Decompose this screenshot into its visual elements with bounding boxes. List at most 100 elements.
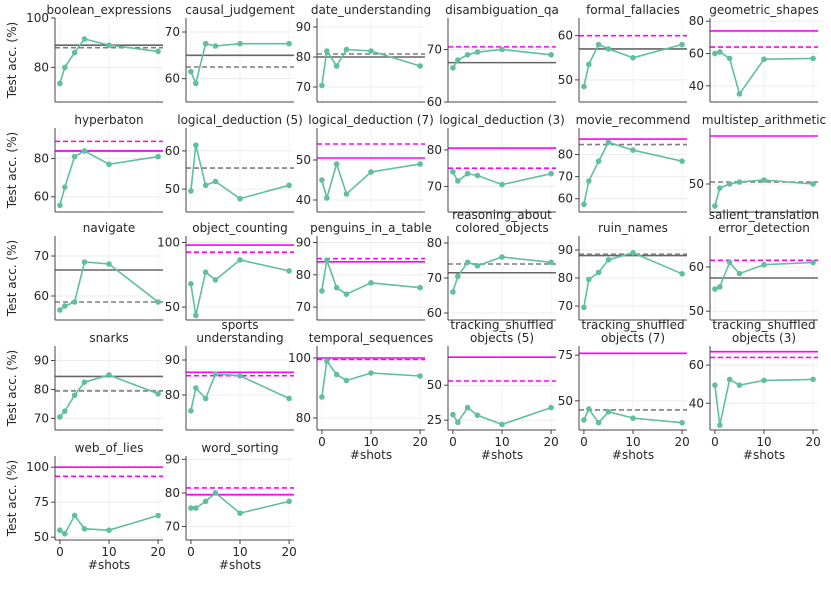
subplot-title-line: boolean_expressions <box>47 3 172 17</box>
data-point <box>155 299 161 305</box>
data-point <box>202 269 209 275</box>
data-point <box>81 259 88 265</box>
y-axis-label: Test acc. (%) <box>5 350 19 427</box>
data-point <box>319 394 325 400</box>
series-line <box>583 43 683 87</box>
data-point <box>71 153 78 160</box>
data-point <box>188 407 194 414</box>
data-point <box>368 370 374 376</box>
x-tick-label: 20 <box>805 435 820 449</box>
data-point <box>57 527 63 533</box>
data-point <box>548 51 554 58</box>
subplot: logical_deduction (7) 40 50 <box>296 113 434 213</box>
data-point <box>212 178 219 185</box>
data-point <box>548 259 554 266</box>
subplot-title-line: tracking_shuffled <box>581 318 684 332</box>
data-point <box>712 286 718 292</box>
data-point <box>62 530 68 537</box>
data-point <box>319 288 325 294</box>
data-point <box>57 202 63 209</box>
data-point <box>188 505 194 511</box>
y-tick-label: 50 <box>558 394 573 408</box>
data-point <box>736 270 743 277</box>
data-point <box>324 195 330 201</box>
y-tick-label: 50 <box>296 153 311 167</box>
data-point <box>333 284 340 291</box>
subplot-title-line: word_sorting <box>201 441 278 455</box>
data-point <box>450 169 456 175</box>
x-tick-label: 10 <box>756 435 771 449</box>
subplot-title: causal_judgement <box>185 3 295 17</box>
data-point <box>605 139 612 146</box>
data-point <box>193 312 199 319</box>
data-point <box>595 269 602 276</box>
data-point <box>474 49 481 55</box>
subplot-title: hyperbaton <box>74 113 143 127</box>
x-tick-label: 0 <box>449 435 457 449</box>
data-point <box>761 56 767 62</box>
data-point <box>417 373 423 379</box>
data-point <box>499 254 505 260</box>
y-tick-label: 60 <box>427 306 442 320</box>
subplot: temporal_sequences 80 100 0 10 20 #shots <box>288 331 433 462</box>
subplot-title-line: reasoning_about <box>452 208 552 222</box>
y-tick-label: 70 <box>427 271 442 285</box>
subplot-title-line: salient_translation <box>709 208 820 222</box>
y-tick-label: 60 <box>558 29 573 43</box>
subplot: multistep_arithmetic 50 <box>689 113 826 213</box>
subplot-title: object_counting <box>192 221 287 235</box>
data-point <box>726 376 733 383</box>
x-tick-label: 10 <box>625 435 640 449</box>
subplot-title: reasoning_about colored_objects <box>452 208 552 235</box>
subplot: snarks 70 80 90 Test acc. (%) <box>5 331 163 431</box>
subplot: object_counting 50 100 <box>157 221 294 321</box>
data-point <box>810 259 816 266</box>
subplot: logical_deduction (3) 70 80 <box>427 113 565 213</box>
y-tick-label: 60 <box>689 47 704 61</box>
x-axis-label: #shots <box>481 448 523 462</box>
x-tick-label: 10 <box>363 435 378 449</box>
data-point <box>581 304 587 311</box>
y-tick-label: 80 <box>558 271 573 285</box>
subplot-title-line: logical_deduction (7) <box>308 113 434 127</box>
x-tick-label: 10 <box>494 435 509 449</box>
data-point <box>726 259 733 266</box>
data-point <box>586 276 592 283</box>
series-line <box>583 251 683 308</box>
subplot: formal_fallacies 50 60 <box>558 3 687 103</box>
data-point <box>630 147 636 153</box>
data-point <box>286 182 292 189</box>
x-tick-label: 20 <box>412 435 427 449</box>
data-point <box>343 191 350 197</box>
data-point <box>605 257 612 263</box>
data-point <box>62 408 68 414</box>
y-tick-label: 70 <box>165 520 180 534</box>
data-point <box>333 161 340 167</box>
data-point <box>71 299 78 305</box>
subplot-title: logical_deduction (3) <box>439 113 565 127</box>
data-point <box>595 419 602 426</box>
y-tick-label: 100 <box>26 11 49 25</box>
subplot-title-line: logical_deduction (3) <box>439 113 565 127</box>
data-point <box>188 281 194 287</box>
y-tick-label: 80 <box>689 14 704 28</box>
y-tick-label: 70 <box>296 300 311 314</box>
subplot-title: tracking_shuffled objects (5) <box>450 318 553 345</box>
data-point <box>464 259 471 266</box>
y-tick-label: 90 <box>558 243 573 257</box>
data-point <box>212 277 219 283</box>
subplot-title: salient_translation error_detection <box>709 208 820 235</box>
data-point <box>155 153 161 160</box>
y-tick-label: 70 <box>34 411 49 425</box>
data-point <box>630 250 636 256</box>
data-point <box>71 512 78 519</box>
y-tick-label: 75 <box>34 495 49 509</box>
data-point <box>155 390 161 397</box>
subplot-title-line: geometric_shapes <box>709 3 818 17</box>
subplot-title: tracking_shuffled objects (7) <box>581 318 684 345</box>
data-point <box>193 385 199 391</box>
subplot-title: formal_fallacies <box>586 3 680 17</box>
data-point <box>343 46 350 53</box>
y-tick-label: 80 <box>296 268 311 282</box>
subplot-title-line: snarks <box>89 331 128 345</box>
